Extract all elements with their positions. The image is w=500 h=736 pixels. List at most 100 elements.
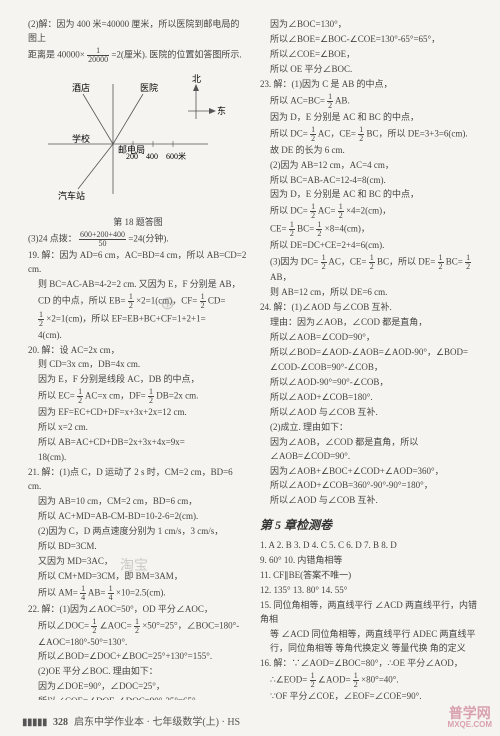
text-line: CE= 12 BC= 12 ×8=4(cm)， — [260, 221, 480, 238]
page-footer: ▮▮▮▮▮ 328 启东中学作业本 · 七年级数学(上) · HS — [22, 715, 240, 731]
fraction: 12 — [438, 254, 444, 271]
text-line: 所以∠AOD-90°=90°-∠COB， — [260, 376, 480, 390]
text-line: (2)因为 C，D 两点速度分别为 1 cm/s，3 cm/s， — [28, 525, 248, 539]
text-line: 因为∠AOB，∠COD 都是直角，所以∠AOB=∠COD=90°. — [260, 436, 480, 464]
text-line: 所以∠BOD=∠AOD-∠AOB=∠AOD-90°，∠BOD= — [260, 346, 480, 360]
fraction: 12 — [134, 618, 140, 635]
text-line: 12 ×2=1(cm)，所以 EF=EB+BC+CF=1+2+1= — [28, 311, 248, 328]
text-line: 所以 CM+MD=3CM，即 BM=3AM， — [28, 570, 248, 584]
text-line: 所以∠COE=∠DOE-∠DOC=90°-25°=65°. — [28, 695, 248, 700]
text-line: 距离是 40000× 120000 =2(厘米). 医院的位置如答图所示. — [28, 47, 248, 64]
text-line: 等 ∠ACD 同位角相等，两直线平行 ADEC 两直线平 — [260, 628, 480, 642]
fraction: 12 — [310, 203, 316, 220]
text-line: 23. 解：(1)因为 C 是 AB 的中点， — [260, 78, 480, 92]
text-line: (3)因为 DC= 12 AC，CE= 12 BC，所以 DE= 12 BC= … — [260, 254, 480, 285]
fraction: 12 — [91, 618, 97, 635]
tick-label: 400 — [146, 152, 158, 161]
text-line: 所以∠AOD 与∠COB 互补. — [260, 406, 480, 420]
text-line: ∴∠EOD= 12 ∠AOD= 12 ×80°=40°. — [260, 672, 480, 689]
text-line: 因为∠DOE=90°，∠DOC=25°， — [28, 680, 248, 694]
text-line: 1. A 2. B 3. D 4. C 5. C 6. D 7. B 8. D — [260, 539, 480, 553]
text-line: 18(cm). — [28, 451, 248, 465]
text-line: 所以∠AOD 与∠COB 互补. — [260, 494, 480, 508]
text-line: 因为 EF=EC+CD+DF=x+3x+2x=12 cm. — [28, 406, 248, 420]
fraction: 12 — [338, 203, 344, 220]
footer-decoration: ▮▮▮▮▮ — [22, 715, 47, 731]
text-line: (2)成立. 理由如下： — [260, 421, 480, 435]
text-line: 所以 EC= 12 AC=x cm，DF= 12 DB=2x cm. — [28, 388, 248, 405]
fraction: 12 — [321, 254, 327, 271]
fraction: 12 — [358, 126, 364, 143]
text-line: 行，同位角相等 等角代换定义 等量代换 角的定义 — [260, 642, 480, 656]
fraction: 12 — [369, 254, 375, 271]
text-line: 所以 DC= 12 AC= 12 ×4=2(cm)， — [260, 203, 480, 220]
fraction: 12 — [310, 126, 316, 143]
text-line: (2)OE 平分∠BOC. 理由如下： — [28, 665, 248, 679]
text-line: 所以 OE 平分∠BOC. — [260, 63, 480, 77]
text-line: 所以 DE=DC+CE=2+4=6(cm). — [260, 239, 480, 253]
fraction: 14 — [108, 585, 114, 602]
fraction: 14 — [80, 585, 86, 602]
fraction: 12 — [128, 293, 134, 310]
text-line: 22. 解：(1)因为∠AOC=50°，OD 平分∠AOC， — [28, 603, 248, 617]
text-line: 所以 AB=AC+CD+DB=2x+3x+4x=9x= — [28, 436, 248, 450]
text-line: 21. 解：(1)点 C，D 运动了 2 s 时，CM=2 cm，BD=6 cm… — [28, 466, 248, 494]
left-column: (2)解：因为 400 米=40000 厘米，所以医院到邮电局的图上 距离是 4… — [28, 18, 248, 700]
text-line: 因为 E，F 分别是线段 AC，DB 的中点， — [28, 373, 248, 387]
fraction: 12 — [77, 388, 83, 405]
footer-title: 启东中学作业本 · 七年级数学(上) · HS — [74, 715, 240, 731]
text-line: 则 BC=AC-AB=4-2=2 cm. 又因为 E，F 分别是 AB， — [28, 278, 248, 292]
text-line: 所以∠AOD+∠COB=360°-90°-90°=180°， — [260, 479, 480, 493]
fraction: 600+200+40050 — [79, 231, 126, 248]
text-line: 所以 AC=BC= 12 AB. — [260, 93, 480, 110]
text-line: (2)因为 AB=12 cm，AC=4 cm， — [260, 159, 480, 173]
fraction: 12 — [353, 672, 359, 689]
text-line: 所以 BC=AB-AC=12-4=8(cm). — [260, 174, 480, 188]
text-line: 则 AB=12 cm，所以 DE=6 cm. — [260, 286, 480, 300]
text-line: 所以∠BOE=∠BOC-∠COE=130°-65°=65°， — [260, 33, 480, 47]
text-line: 因为 D，E 分别是 AC 和 BC 的中点， — [260, 188, 480, 202]
diagram-label: 医院 — [140, 82, 158, 93]
diagram-caption: 第 18 题答图 — [28, 216, 248, 230]
text-line: 所以 x=2 cm. — [28, 421, 248, 435]
text-line: 则 CD=3x cm，DB=4x cm. — [28, 358, 248, 372]
text-line: 15. 同位角相等，两直线平行 ∠ACD 两直线平行，内错角相 — [260, 599, 480, 627]
page-number: 328 — [53, 715, 68, 731]
fraction: 12 — [200, 293, 206, 310]
text-line: 11. CF∥BE(答案不唯一) — [260, 569, 480, 583]
text-line: 所以∠DOC= 12 ∠AOC= 12 ×50°=25°，∠BOC=180°- — [28, 618, 248, 635]
text-line: 9. 60° 10. 内错角相等 — [260, 554, 480, 568]
text-line: 所以 DC= 12 AC，CE= 12 BC，所以 DE=3+3=6(cm). — [260, 126, 480, 143]
map-diagram: 酒店 医院 学校 邮电局 汽车站 北 东 200 400 600米 — [28, 69, 228, 209]
text-line: 20. 解：设 AC=2x cm， — [28, 344, 248, 358]
fraction: 12 — [289, 221, 295, 238]
text-line: 又因为 MD=3AC， — [28, 555, 248, 569]
text-line: ∠COD-∠COB=90°-∠COB， — [260, 361, 480, 375]
text-line: 4(cm). — [28, 329, 248, 343]
text-line: 所以∠AOB=∠COD=90°， — [260, 331, 480, 345]
right-column: 因为∠BOC=130°， 所以∠BOE=∠BOC-∠COE=130°-65°=6… — [260, 18, 480, 700]
watermark: 普学网MXQE.COM — [448, 706, 492, 730]
text-line: CD 的中点，所以 EB= 12 ×2=1(cm)，CF= 12 CD= — [28, 293, 248, 310]
fraction: 12 — [38, 311, 44, 328]
text-line: 12. 135° 13. 80° 14. 55° — [260, 584, 480, 598]
text-line: 因为∠AOB+∠BOC+∠COD+∠AOD=360°， — [260, 465, 480, 479]
text-line: 所以∠BOD=∠DOC+∠BOC=25°+130°=155°. — [28, 650, 248, 664]
text-line: 16. 解：∵∠AOD=∠BOC=80°，∴OE 平分∠AOD， — [260, 657, 480, 671]
text-line: 理由：因为∠AOB，∠COD 都是直角， — [260, 316, 480, 330]
fraction: 12 — [316, 221, 322, 238]
text-line: ∵OF 平分∠COE，∠EOF=∠COE=90°. — [260, 690, 480, 700]
tick-label: 200 — [126, 152, 138, 161]
text-line: 所以∠AOD+∠COB=180°. — [260, 391, 480, 405]
text-line: 所以∠COE=∠BOE， — [260, 48, 480, 62]
fraction: 120000 — [87, 47, 109, 64]
fraction: 12 — [310, 672, 316, 689]
diagram-label: 汽车站 — [58, 190, 85, 201]
text-line: 故 DE 的长为 6 cm. — [260, 144, 480, 158]
page-content: (2)解：因为 400 米=40000 厘米，所以医院到邮电局的图上 距离是 4… — [0, 0, 500, 700]
text-line: 所以 BD=3CM. — [28, 540, 248, 554]
fraction: 12 — [148, 388, 154, 405]
text-line: 因为 AB=10 cm，CM=2 cm，BD=6 cm， — [28, 495, 248, 509]
chapter-heading: 第 5 章检测卷 — [260, 516, 480, 535]
text-line: ∠AOC=180°-50°=130°. — [28, 636, 248, 650]
